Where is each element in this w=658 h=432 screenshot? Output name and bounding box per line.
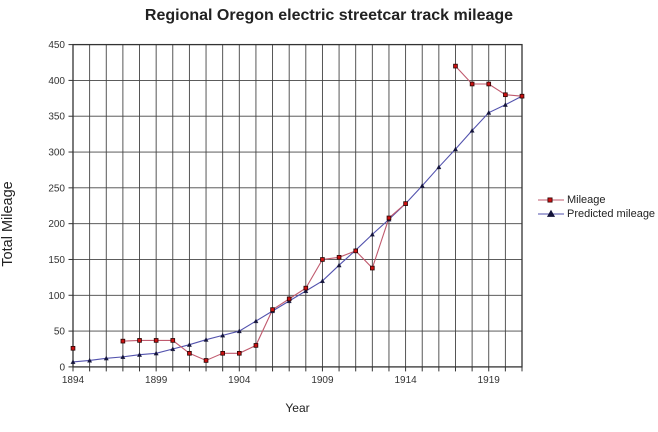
svg-text:Total Mileage: Total Mileage bbox=[0, 181, 16, 266]
svg-text:350: 350 bbox=[48, 112, 65, 123]
svg-text:250: 250 bbox=[48, 183, 65, 194]
svg-text:100: 100 bbox=[48, 291, 65, 302]
svg-text:0: 0 bbox=[59, 362, 65, 373]
svg-text:150: 150 bbox=[48, 255, 65, 266]
svg-text:1904: 1904 bbox=[228, 375, 251, 386]
svg-text:200: 200 bbox=[48, 219, 65, 230]
svg-text:1909: 1909 bbox=[311, 375, 334, 386]
svg-text:1899: 1899 bbox=[145, 375, 168, 386]
svg-text:1914: 1914 bbox=[394, 375, 417, 386]
svg-text:450: 450 bbox=[48, 40, 65, 51]
svg-text:300: 300 bbox=[48, 148, 65, 159]
svg-text:400: 400 bbox=[48, 76, 65, 87]
svg-text:1919: 1919 bbox=[478, 375, 501, 386]
svg-text:1894: 1894 bbox=[62, 375, 85, 386]
svg-text:50: 50 bbox=[54, 327, 66, 338]
